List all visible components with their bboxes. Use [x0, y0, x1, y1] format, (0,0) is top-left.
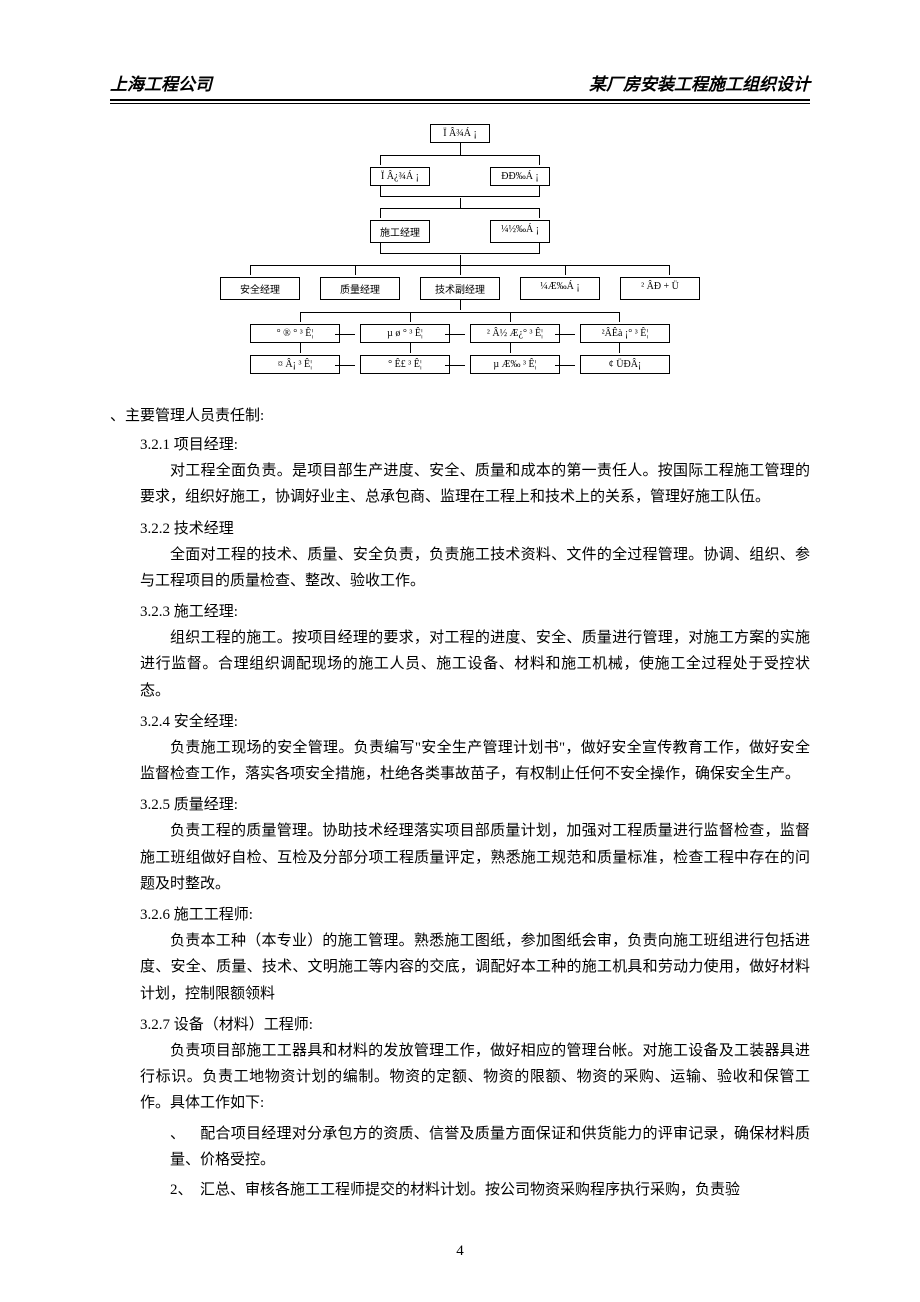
connector: [555, 334, 575, 335]
connector: [380, 196, 540, 197]
node-r5-2: µ ø ° ³ Ê¦: [360, 324, 450, 343]
connector: [510, 312, 511, 322]
connector: [380, 208, 381, 218]
connector: [380, 155, 381, 165]
heading-3-2-7: 3.2.7 设备（材料）工程师:: [140, 1013, 810, 1034]
connector: [380, 243, 381, 253]
connector: [460, 265, 461, 275]
node-r2-1: Ï Â¿¾Á ¡: [370, 167, 430, 186]
list-item-2: 2、汇总、审核各施工工程师提交的材料计划。按公司物资采购程序执行采购，负责验: [170, 1177, 810, 1203]
list-text: 配合项目经理对分承包方的资质、信誉及质量方面保证和供货能力的评审记录，确保材料质…: [170, 1126, 810, 1168]
heading-3-2-2: 3.2.2 技术经理: [140, 517, 810, 538]
node-r6-1: ¤ Â¡ ³ Ê¦: [250, 355, 340, 374]
connector: [539, 208, 540, 218]
list-bullet: 、: [170, 1121, 200, 1147]
connector: [445, 334, 465, 335]
connector: [410, 343, 411, 353]
connector: [300, 312, 620, 313]
header-right: 某厂房安装工程施工组织设计: [589, 70, 810, 95]
connector: [380, 208, 540, 209]
connector: [380, 155, 540, 156]
node-r6-4: ¢ ÜÐÂ¡: [580, 355, 670, 374]
header-left: 上海工程公司: [110, 70, 212, 95]
connector: [410, 312, 411, 322]
node-r4-3: 技术副经理: [420, 277, 500, 300]
connector: [565, 265, 566, 275]
list-bullet: 2、: [170, 1177, 200, 1203]
node-r5-3: ² Â½ Æ¿° ³ Ê¦: [470, 324, 560, 343]
connector: [380, 253, 540, 254]
node-r3-2: ¼½‰Á ¡: [490, 220, 550, 243]
org-chart: Ï Â¾Á ¡ Ï Â¿¾Á ¡ ÐÐ‰Á ¡ 施工经理 ¼½‰Á ¡: [210, 124, 710, 374]
heading-3-2-6: 3.2.6 施工工程师:: [140, 903, 810, 924]
heading-3-2-3: 3.2.3 施工经理:: [140, 600, 810, 621]
paragraph: 组织工程的施工。按项目经理的要求，对工程的进度、安全、质量进行管理，对施工方案的…: [140, 625, 810, 704]
connector: [539, 243, 540, 253]
heading-3-2-5: 3.2.5 质量经理:: [140, 793, 810, 814]
connector: [619, 343, 620, 353]
node-r6-3: µ Æ‰ ³ Ê¦: [470, 355, 560, 374]
connector: [335, 334, 355, 335]
paragraph: 全面对工程的技术、质量、安全负责，负责施工技术资料、文件的全过程管理。协调、组织…: [140, 542, 810, 595]
connector: [300, 343, 301, 353]
connector: [460, 198, 461, 208]
paragraph: 负责工程的质量管理。协助技术经理落实项目部质量计划，加强对工程质量进行监督检查，…: [140, 818, 810, 897]
page-header: 上海工程公司 某厂房安装工程施工组织设计: [110, 70, 810, 99]
paragraph: 对工程全面负责。是项目部生产进度、安全、质量和成本的第一责任人。按国际工程施工管…: [140, 458, 810, 511]
connector: [355, 265, 356, 275]
connector: [539, 186, 540, 196]
header-rule: [110, 99, 810, 104]
node-r4-1: 安全经理: [220, 277, 300, 300]
paragraph: 负责项目部施工工器具和材料的发放管理工作，做好相应的管理台帐。对施工设备及工装器…: [140, 1038, 810, 1117]
connector: [300, 312, 301, 322]
page-number: 4: [110, 1243, 810, 1260]
list-text: 汇总、审核各施工工程师提交的材料计划。按公司物资采购程序执行采购，负责验: [200, 1182, 740, 1198]
node-r3-1: 施工经理: [370, 220, 430, 243]
node-r1-1: Ï Â¾Á ¡: [430, 124, 490, 143]
paragraph: 负责本工种（本专业）的施工管理。熟悉施工图纸，参加图纸会审，负责向施工班组进行包…: [140, 928, 810, 1007]
connector: [669, 265, 670, 275]
section-title: 、主要管理人员责任制:: [110, 404, 810, 425]
node-r2-2: ÐÐ‰Á ¡: [490, 167, 550, 186]
node-r4-5: ² ÂÐ + Ü: [620, 277, 700, 300]
connector: [460, 300, 461, 310]
connector: [460, 255, 461, 265]
connector: [510, 343, 511, 353]
connector: [555, 365, 575, 366]
connector: [445, 365, 465, 366]
connector: [539, 155, 540, 165]
connector: [335, 365, 355, 366]
node-r6-2: ° Ê£ ³ Ê¦: [360, 355, 450, 374]
heading-3-2-1: 3.2.1 项目经理:: [140, 433, 810, 454]
node-r5-1: ° ® ° ³ Ê¦: [250, 324, 340, 343]
connector: [250, 265, 251, 275]
connector: [619, 312, 620, 322]
connector: [380, 186, 381, 196]
connector: [460, 143, 461, 155]
node-r5-4: ²ÂÊà ¡° ³ Ê¦: [580, 324, 670, 343]
heading-3-2-4: 3.2.4 安全经理:: [140, 710, 810, 731]
node-r4-4: ¼Æ‰Á ¡: [520, 277, 600, 300]
node-r4-2: 质量经理: [320, 277, 400, 300]
paragraph: 负责施工现场的安全管理。负责编写"安全生产管理计划书"，做好安全宣传教育工作，做…: [140, 735, 810, 788]
list-item-1: 、配合项目经理对分承包方的资质、信誉及质量方面保证和供货能力的评审记录，确保材料…: [170, 1121, 810, 1174]
